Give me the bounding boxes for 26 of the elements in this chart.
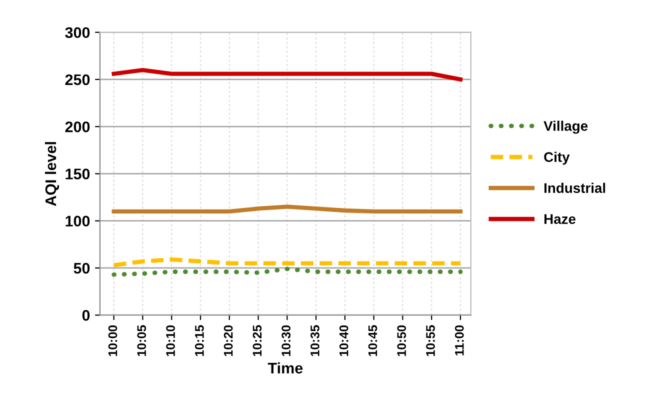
x-tick-label: 10:50 xyxy=(397,325,406,356)
x-tick-label: 10:35 xyxy=(310,325,320,356)
x-tick-label: 10:00 xyxy=(108,325,118,356)
x-tick-label: 10:25 xyxy=(252,325,262,356)
x-tick-label: 10:20 xyxy=(224,325,233,356)
y-tick-label: 250 xyxy=(65,74,90,86)
legend-label: Industrial xyxy=(544,182,606,193)
y-tick-label: 300 xyxy=(65,27,90,38)
y-tick-label: 50 xyxy=(74,262,90,274)
x-axis-title: Time xyxy=(268,362,303,374)
x-tick-label: 10:30 xyxy=(282,325,291,356)
legend-label: Haze xyxy=(544,214,576,224)
y-tick-label: 200 xyxy=(65,121,90,132)
y-tick-label: 0 xyxy=(82,310,90,321)
x-tick-label: 10:45 xyxy=(368,325,378,356)
x-tick-label: 10:15 xyxy=(194,325,204,356)
y-tick-label: 100 xyxy=(66,216,90,227)
x-tick-label: 10:05 xyxy=(137,325,146,356)
x-tick-label: 10:10 xyxy=(166,325,175,356)
x-tick-label: 10:55 xyxy=(426,325,435,356)
x-tick-label: 10:40 xyxy=(339,325,348,356)
y-tick-label: 150 xyxy=(66,168,90,180)
legend-label: City xyxy=(544,152,570,165)
legend-label: Village xyxy=(544,120,588,134)
y-axis-title: AQI level xyxy=(44,142,60,206)
x-tick-label: 11:00 xyxy=(454,325,464,356)
